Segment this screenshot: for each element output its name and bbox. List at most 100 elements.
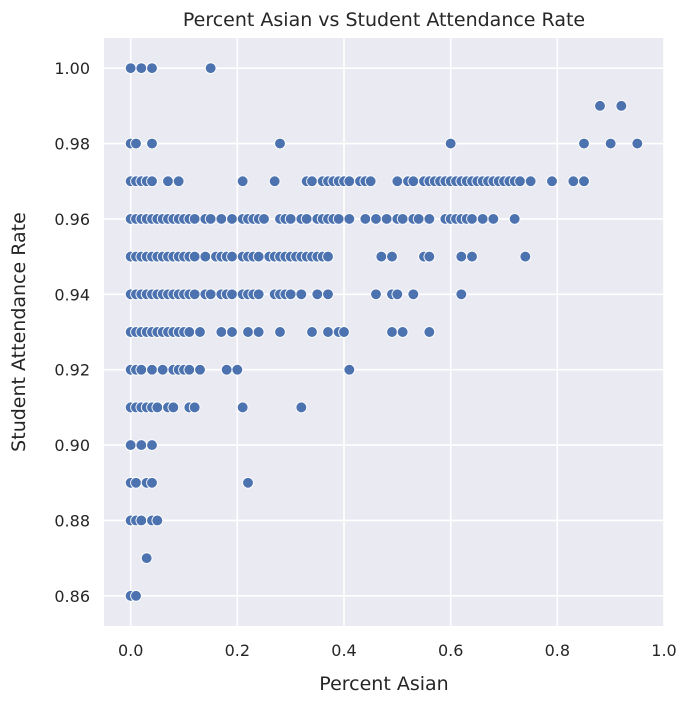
data-point: [524, 175, 537, 188]
data-point: [183, 326, 196, 338]
data-point: [519, 250, 532, 263]
data-point: [466, 213, 478, 225]
data-point: [130, 589, 142, 602]
y-tick-label: 0.90: [54, 436, 90, 455]
y-tick-label: 0.98: [54, 135, 90, 154]
data-point: [567, 175, 580, 188]
data-point: [332, 213, 345, 225]
data-point: [252, 288, 265, 301]
data-point: [306, 175, 318, 188]
data-point: [396, 213, 409, 225]
data-point: [604, 137, 617, 150]
data-point: [194, 363, 206, 376]
data-point: [322, 250, 334, 263]
data-point: [375, 250, 388, 263]
data-point: [455, 288, 468, 301]
y-tick-label: 0.88: [54, 511, 90, 530]
data-point: [146, 175, 158, 188]
data-point: [343, 363, 356, 376]
data-point: [386, 326, 398, 338]
data-point: [423, 326, 436, 338]
data-point: [546, 175, 558, 188]
data-point: [242, 476, 254, 489]
data-point: [343, 175, 356, 188]
data-point: [252, 326, 265, 338]
data-point: [370, 213, 382, 225]
data-point: [444, 137, 457, 150]
x-tick-label: 0.4: [331, 641, 356, 660]
data-point: [258, 213, 270, 225]
data-point: [300, 213, 313, 225]
data-point: [183, 363, 196, 376]
data-point: [146, 363, 158, 376]
data-point: [151, 401, 164, 414]
data-point: [284, 213, 297, 225]
data-point: [146, 439, 158, 451]
data-point: [594, 99, 606, 112]
data-point: [615, 99, 628, 112]
data-point: [391, 175, 404, 188]
data-points: [124, 62, 644, 602]
data-point: [423, 250, 436, 263]
data-point: [124, 62, 137, 75]
y-tick-label: 0.92: [54, 361, 90, 380]
data-point: [274, 137, 286, 150]
data-point: [199, 250, 212, 263]
data-point: [476, 213, 489, 225]
data-point: [146, 476, 158, 489]
data-point: [407, 288, 420, 301]
data-point: [156, 363, 169, 376]
data-point: [322, 288, 334, 301]
data-point: [188, 213, 201, 225]
data-point: [231, 363, 244, 376]
data-point: [135, 439, 148, 451]
data-point: [514, 175, 526, 188]
data-point: [322, 326, 334, 338]
data-point: [508, 213, 521, 225]
data-point: [631, 137, 644, 150]
data-point: [135, 62, 148, 75]
x-tick-label: 0.0: [118, 641, 143, 660]
data-point: [188, 250, 201, 263]
data-point: [236, 401, 249, 414]
data-point: [412, 213, 425, 225]
x-tick-label: 0.8: [545, 641, 570, 660]
chart-title: Percent Asian vs Student Attendance Rate: [183, 9, 585, 31]
data-point: [455, 250, 468, 263]
data-point: [370, 288, 382, 301]
x-tick-labels: 0.0 0.2 0.4 0.6 0.8 1.0: [118, 641, 677, 660]
data-point: [167, 401, 180, 414]
data-point: [140, 552, 153, 565]
data-point: [466, 250, 478, 263]
data-point: [194, 326, 206, 338]
data-point: [252, 250, 265, 263]
data-point: [364, 175, 377, 188]
x-axis-label: Percent Asian: [319, 673, 448, 695]
data-point: [226, 288, 238, 301]
data-point: [188, 401, 201, 414]
data-point: [284, 288, 297, 301]
data-point: [215, 326, 228, 338]
x-tick-label: 0.2: [225, 641, 250, 660]
data-point: [268, 175, 281, 188]
data-point: [226, 213, 238, 225]
data-point: [204, 288, 217, 301]
data-point: [578, 137, 590, 150]
data-point: [423, 213, 436, 225]
y-tick-label: 1.00: [54, 59, 90, 78]
x-tick-label: 0.6: [438, 641, 463, 660]
data-point: [162, 175, 174, 188]
data-point: [146, 137, 158, 150]
data-point: [172, 175, 185, 188]
data-point: [226, 326, 238, 338]
y-axis-label: Student Attendance Rate: [8, 212, 30, 452]
data-point: [359, 213, 372, 225]
data-point: [306, 326, 318, 338]
data-point: [215, 213, 228, 225]
data-point: [407, 175, 420, 188]
data-point: [204, 62, 217, 75]
data-point: [295, 401, 308, 414]
data-point: [343, 213, 356, 225]
y-tick-labels: 0.86 0.88 0.90 0.92 0.94 0.96 0.98 1.00: [54, 59, 90, 606]
data-point: [151, 514, 164, 527]
